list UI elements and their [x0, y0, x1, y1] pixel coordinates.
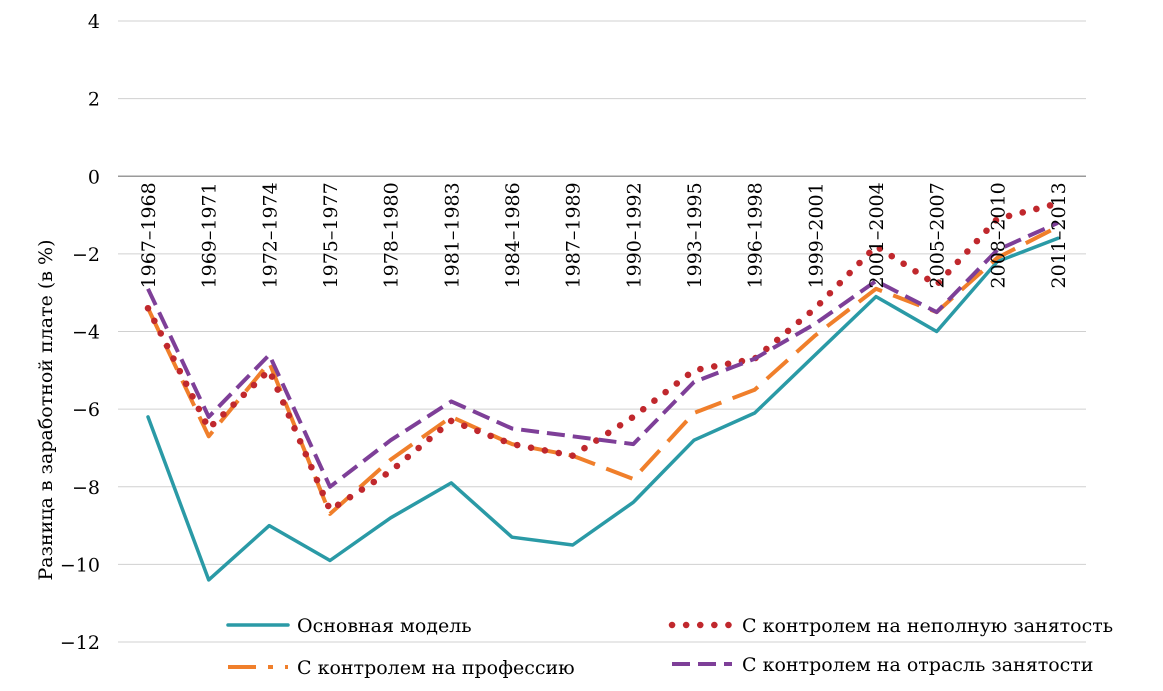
y-tick-label: 2 [88, 89, 100, 111]
y-tick-label: 4 [88, 11, 100, 33]
y-tick-label: −12 [60, 632, 100, 654]
legend-label: С контролем на отрасль занятости [742, 654, 1093, 676]
x-tick-label: 1972–1974 [259, 182, 281, 288]
legend-label: С контролем на профессию [297, 657, 575, 679]
x-tick-label: 1967–1968 [138, 182, 160, 288]
x-tick-label: 1978–1980 [381, 182, 403, 288]
series-line-3 [146, 224, 1059, 516]
legend-label: С контролем на неполную занятость [742, 615, 1113, 637]
y-tick-label: −6 [72, 399, 100, 421]
x-tick-label: 2008–2010 [987, 182, 1009, 288]
x-tick-labels: 1967–1968 1969–1971 1972–1974 1975–1977 1978… [138, 182, 1070, 288]
x-tick-label: 2011–2013 [1048, 182, 1070, 288]
gridlines [118, 20, 1086, 643]
y-tick-label: −4 [72, 322, 100, 344]
series-layer [144, 200, 1062, 582]
x-tick-label: 1987–1989 [563, 182, 585, 288]
y-axis-label: Разница в заработной плате (в %) [35, 240, 57, 581]
x-tick-label: 2001–2004 [866, 182, 888, 288]
x-tick-label: 1984–1986 [502, 182, 524, 288]
x-tick-label: 1993–1995 [684, 182, 706, 288]
x-tick-label: 1996–1998 [745, 182, 767, 288]
x-tick-label: 1975–1977 [320, 182, 342, 288]
legend: Основная модель С контролем на неполную з… [226, 615, 1113, 679]
x-tick-label: 1981–1983 [441, 182, 463, 288]
y-tick-labels: 4 2 0 −2 −4 −6 −8 −10 −12 [60, 11, 100, 654]
y-tick-label: −8 [72, 477, 100, 499]
x-tick-label: 1990–1992 [623, 182, 645, 288]
y-tick-label: −10 [60, 554, 100, 576]
series-line-4 [146, 220, 1059, 489]
x-tick-label: 1969–1971 [199, 182, 221, 288]
series-line-1 [146, 236, 1060, 582]
y-tick-label: −2 [72, 244, 100, 266]
x-tick-label: 1999–2001 [805, 182, 827, 288]
x-tick-label: 2005–2007 [927, 182, 949, 288]
y-tick-label: 0 [88, 166, 100, 188]
series-line-2 [144, 200, 1062, 514]
legend-label: Основная модель [297, 615, 472, 637]
